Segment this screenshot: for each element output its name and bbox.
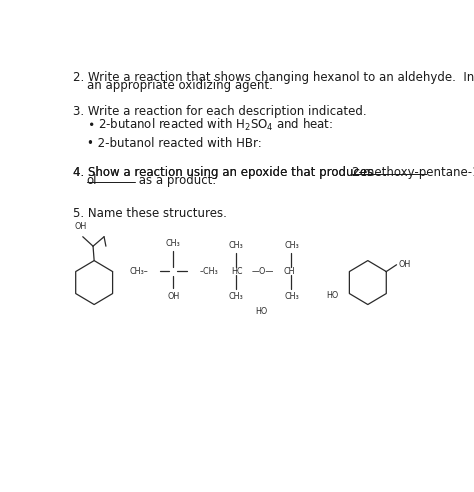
- Text: CH₃: CH₃: [284, 292, 299, 301]
- Text: HO: HO: [255, 307, 267, 316]
- Text: CH₃: CH₃: [229, 292, 244, 301]
- Text: –CH₃: –CH₃: [200, 267, 219, 276]
- Text: HC: HC: [231, 267, 243, 276]
- Text: OH: OH: [167, 292, 179, 301]
- Text: CH₃: CH₃: [166, 240, 181, 248]
- Text: OH: OH: [75, 222, 87, 231]
- Text: as a product.: as a product.: [135, 174, 216, 187]
- Text: 5. Name these structures.: 5. Name these structures.: [73, 207, 227, 220]
- Text: an appropriate oxidizing agent.: an appropriate oxidizing agent.: [87, 79, 273, 92]
- Text: CH: CH: [283, 267, 295, 276]
- Text: 2-methoxy-pentane-1-: 2-methoxy-pentane-1-: [352, 166, 474, 179]
- Text: 3. Write a reaction for each description indicated.: 3. Write a reaction for each description…: [73, 105, 367, 118]
- Text: CH₃: CH₃: [284, 242, 299, 250]
- Text: CH₃–: CH₃–: [129, 267, 148, 276]
- Text: 4. Show a reaction using an epoxide that produces: 4. Show a reaction using an epoxide that…: [73, 166, 377, 179]
- Text: OH: OH: [399, 260, 410, 269]
- Text: $\bullet$ 2-butanol reacted with H$_2$SO$_4$ and heat:: $\bullet$ 2-butanol reacted with H$_2$SO…: [87, 117, 333, 133]
- Text: 2. Write a reaction that shows changing hexanol to an aldehyde.  Indicate: 2. Write a reaction that shows changing …: [73, 71, 474, 84]
- Text: ol: ol: [87, 174, 97, 187]
- Text: CH₃: CH₃: [229, 242, 244, 250]
- Text: 4. Show a reaction using an epoxide that produces: 4. Show a reaction using an epoxide that…: [73, 166, 377, 179]
- Text: • 2-butanol reacted with HBr:: • 2-butanol reacted with HBr:: [87, 137, 262, 151]
- Text: —O—: —O—: [252, 267, 274, 276]
- Text: HO: HO: [326, 291, 338, 300]
